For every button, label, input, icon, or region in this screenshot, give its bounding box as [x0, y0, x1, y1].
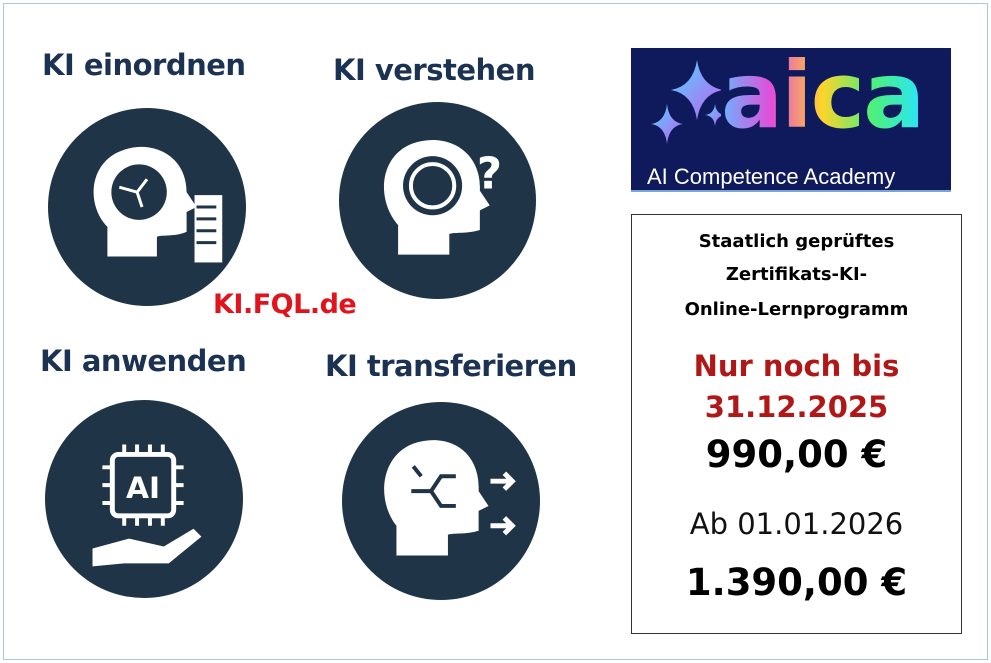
image-frame [3, 3, 988, 660]
offer-line-2: Zertifikats-KI- [725, 264, 868, 285]
website-link[interactable]: KI.FQL.de [213, 289, 357, 320]
deadline-date: 31.12.2025 [704, 390, 889, 424]
aica-logo: aica AI Competence Academy [631, 42, 951, 192]
title-ki-transferieren: KI transferieren [325, 349, 577, 383]
sparkle-icon [651, 60, 721, 144]
title-ki-einordnen: KI einordnen [42, 48, 246, 82]
svg-text:?: ? [477, 150, 502, 200]
deadline-label: Nur noch bis [693, 349, 900, 383]
title-ki-anwenden: KI anwenden [40, 344, 247, 378]
later-price: 1.390,00 € [685, 561, 908, 604]
offer-line-1: Staatlich geprüftes [698, 231, 895, 252]
svg-text:AI: AI [126, 471, 160, 506]
hand-ai-chip-icon: AI [45, 400, 243, 598]
offer-box: Staatlich geprüftes Zertifikats-KI- Onli… [631, 214, 962, 634]
offer-line-3: Online-Lernprogramm [684, 299, 909, 320]
current-price: 990,00 € [705, 433, 888, 476]
from-date-label: Ab 01.01.2026 [689, 507, 904, 541]
logo-subtitle: AI Competence Academy [647, 164, 896, 189]
title-ki-verstehen: KI verstehen [333, 53, 535, 87]
head-circuit-arrows-icon [342, 402, 540, 600]
head-brain-circuit-document-icon [48, 108, 246, 306]
logo-wordmark: aica [721, 42, 925, 149]
head-brain-question-icon: ? [339, 102, 536, 299]
